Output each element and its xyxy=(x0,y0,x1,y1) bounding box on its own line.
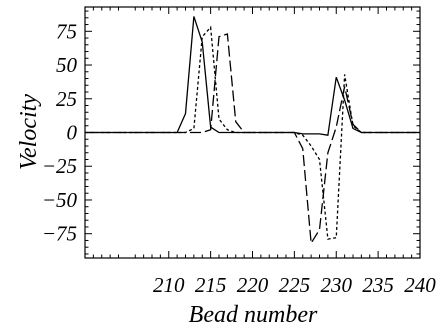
y-tick-label: 75 xyxy=(56,19,77,43)
x-tick-label: 230 xyxy=(321,273,353,297)
x-tick-label: 220 xyxy=(237,273,269,297)
series-line-solid xyxy=(85,16,420,136)
series-line-dotted xyxy=(85,25,420,240)
y-tick-label: 50 xyxy=(56,53,78,77)
y-tick-label: −75 xyxy=(42,222,77,246)
y-axis-title: Velocity xyxy=(16,94,42,170)
y-tick-label: 25 xyxy=(56,87,77,111)
x-tick-label: 210 xyxy=(153,273,185,297)
y-tick-labels: 75 50 25 0 −25 −50 −75 xyxy=(42,19,78,245)
x-tick-label: 240 xyxy=(404,273,436,297)
x-tick-labels: 210 215 220 225 230 235 240 xyxy=(153,273,436,297)
x-tick-label: 225 xyxy=(279,273,311,297)
tick-marks xyxy=(85,7,421,258)
x-tick-label: 235 xyxy=(362,273,394,297)
y-tick-label: −50 xyxy=(42,188,78,212)
y-tick-label: 0 xyxy=(67,121,78,145)
x-tick-label: 215 xyxy=(195,273,227,297)
series-layer xyxy=(85,16,420,246)
y-tick-label: −25 xyxy=(42,154,77,178)
series-line-dashed xyxy=(85,33,420,246)
x-axis-title: Bead number xyxy=(189,302,318,328)
